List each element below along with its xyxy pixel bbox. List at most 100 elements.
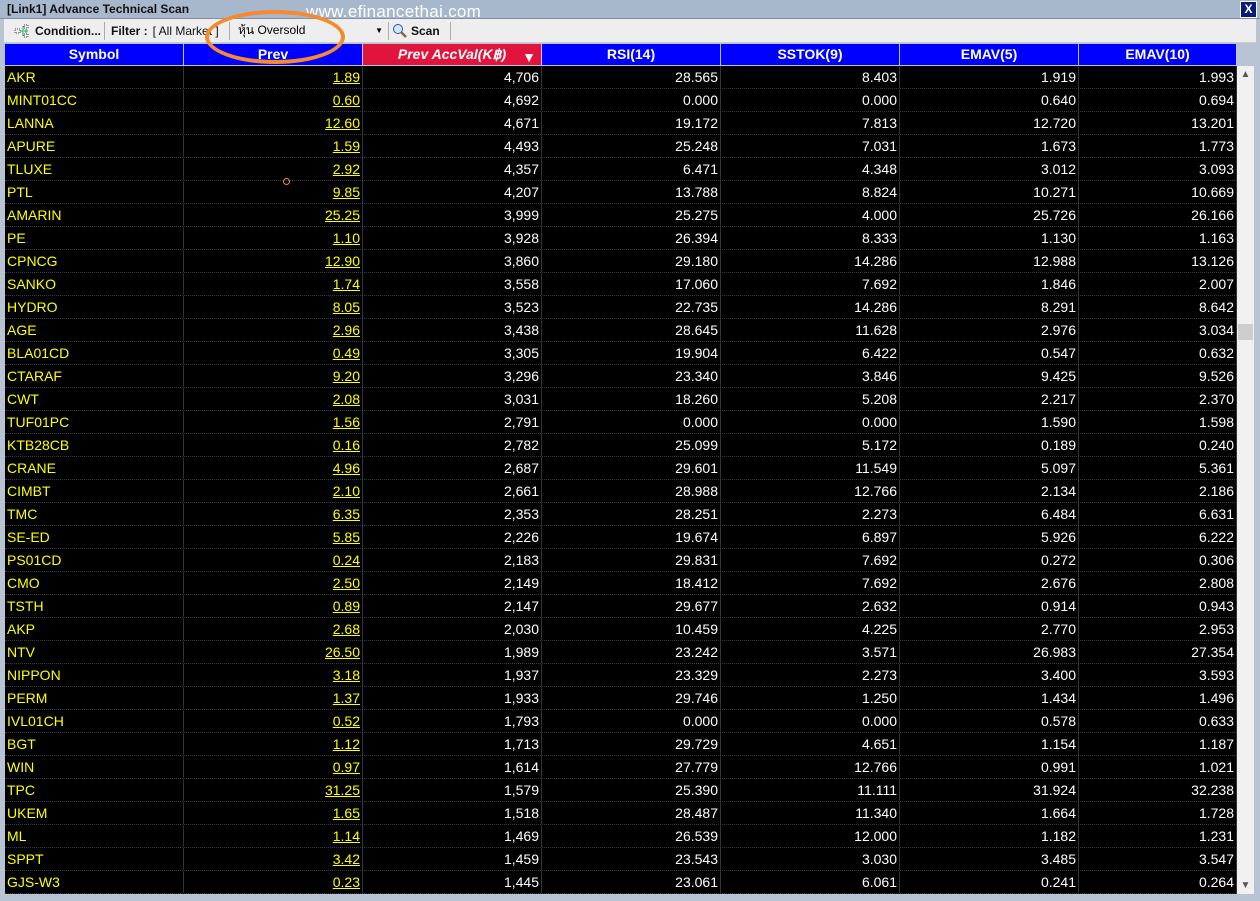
column-header-6[interactable]: EMAV(10) [1079, 44, 1237, 65]
table-row[interactable]: PE 1.10 3,928 26.394 8.333 1.130 1.163 [5, 227, 1237, 250]
prev-price-link[interactable]: 5.85 [332, 529, 360, 545]
column-header-0[interactable]: Symbol [5, 44, 184, 65]
prev-price-link[interactable]: 1.56 [332, 414, 360, 430]
prev-price-link[interactable]: 1.12 [332, 736, 360, 752]
table-row[interactable]: TPC 31.25 1,579 25.390 11.111 31.924 32.238 [5, 779, 1237, 802]
sstok-cell: 2.632 [721, 595, 900, 617]
prev-price-link[interactable]: 9.85 [332, 184, 360, 200]
prev-price-link[interactable]: 2.96 [332, 322, 360, 338]
symbol-cell: CRANE [5, 457, 184, 479]
prev-price-link[interactable]: 25.25 [324, 207, 360, 223]
column-header-2[interactable]: Prev AccVal(K฿) ▼ [363, 44, 542, 65]
prev-price-link[interactable]: 1.14 [332, 828, 360, 844]
prev-price-link[interactable]: 26.50 [324, 644, 360, 660]
table-row[interactable]: NTV 26.50 1,989 23.242 3.571 26.983 27.354 [5, 641, 1237, 664]
table-row[interactable]: ML 1.14 1,469 26.539 12.000 1.182 1.231 [5, 825, 1237, 848]
table-row[interactable]: LANNA 12.60 4,671 19.172 7.813 12.720 13.201 [5, 112, 1237, 135]
column-header-3[interactable]: RSI(14) [542, 44, 721, 65]
prev-price-link[interactable]: 12.60 [324, 115, 360, 131]
prev-price-link[interactable]: 4.96 [332, 460, 360, 476]
table-row[interactable]: PTL 9.85 4,207 13.788 8.824 10.271 10.669 [5, 181, 1237, 204]
table-row[interactable]: MINT01CC 0.60 4,692 0.000 0.000 0.640 0.694 [5, 89, 1237, 112]
vertical-scrollbar[interactable]: ▲ ▼ [1237, 66, 1254, 894]
prev-price-link[interactable]: 0.60 [332, 92, 360, 108]
table-row[interactable]: AMARIN 25.25 3,999 25.275 4.000 25.726 26.166 [5, 204, 1237, 227]
table-row[interactable]: TMC 6.35 2,353 28.251 2.273 6.484 6.631 [5, 503, 1237, 526]
prev-price-link[interactable]: 31.25 [324, 782, 360, 798]
prev-price-link[interactable]: 12.90 [324, 253, 360, 269]
scan-button[interactable]: Scan [392, 19, 440, 42]
prev-price-link[interactable]: 0.24 [332, 552, 360, 568]
prev-price-link[interactable]: 0.16 [332, 437, 360, 453]
table-row[interactable]: CIMBT 2.10 2,661 28.988 12.766 2.134 2.186 [5, 480, 1237, 503]
sstok-cell: 8.824 [721, 181, 900, 203]
table-row[interactable]: AKP 2.68 2,030 10.459 4.225 2.770 2.953 [5, 618, 1237, 641]
prev-price-link[interactable]: 2.68 [332, 621, 360, 637]
table-row[interactable]: NIPPON 3.18 1,937 23.329 2.273 3.400 3.593 [5, 664, 1237, 687]
table-row[interactable]: WIN 0.97 1,614 27.779 12.766 0.991 1.021 [5, 756, 1237, 779]
emav5-cell: 12.720 [900, 112, 1079, 134]
prev-price-link[interactable]: 2.08 [332, 391, 360, 407]
column-header-5[interactable]: EMAV(5) [900, 44, 1079, 65]
table-row[interactable]: IVL01CH 0.52 1,793 0.000 0.000 0.578 0.633 [5, 710, 1237, 733]
scroll-up-icon[interactable]: ▲ [1240, 69, 1251, 80]
prev-price-link[interactable]: 1.37 [332, 690, 360, 706]
prev-price-link[interactable]: 1.74 [332, 276, 360, 292]
table-row[interactable]: TUF01PC 1.56 2,791 0.000 0.000 1.590 1.598 [5, 411, 1237, 434]
table-row[interactable]: KTB28CB 0.16 2,782 25.099 5.172 0.189 0.240 [5, 434, 1237, 457]
rsi-cell: 23.543 [542, 848, 721, 870]
table-row[interactable]: AGE 2.96 3,438 28.645 11.628 2.976 3.034 [5, 319, 1237, 342]
table-row[interactable]: CRANE 4.96 2,687 29.601 11.549 5.097 5.361 [5, 457, 1237, 480]
prev-price-link[interactable]: 1.59 [332, 138, 360, 154]
emav5-cell: 2.217 [900, 388, 1079, 410]
prev-price-link[interactable]: 2.92 [332, 161, 360, 177]
table-row[interactable]: HYDRO 8.05 3,523 22.735 14.286 8.291 8.642 [5, 296, 1237, 319]
prev-price-link[interactable]: 2.50 [332, 575, 360, 591]
table-row[interactable]: UKEM 1.65 1,518 28.487 11.340 1.664 1.728 [5, 802, 1237, 825]
table-row[interactable]: TLUXE 2.92 4,357 6.471 4.348 3.012 3.093 [5, 158, 1237, 181]
table-row[interactable]: SE-ED 5.85 2,226 19.674 6.897 5.926 6.222 [5, 526, 1237, 549]
market-filter[interactable]: [ All Market ] [152, 23, 219, 38]
table-row[interactable]: AKR 1.89 4,706 28.565 8.403 1.919 1.993 [5, 66, 1237, 89]
scroll-down-icon[interactable]: ▼ [1240, 880, 1251, 891]
table-row[interactable]: SPPT 3.42 1,459 23.543 3.030 3.485 3.547 [5, 848, 1237, 871]
column-header-4[interactable]: SSTOK(9) [721, 44, 900, 65]
prev-price-link[interactable]: 1.89 [332, 69, 360, 85]
prev-price-link[interactable]: 9.20 [332, 368, 360, 384]
prev-price-link[interactable]: 3.18 [332, 667, 360, 683]
table-row[interactable]: PERM 1.37 1,933 29.746 1.250 1.434 1.496 [5, 687, 1237, 710]
sstok-cell: 4.225 [721, 618, 900, 640]
table-row[interactable]: TSTH 0.89 2,147 29.677 2.632 0.914 0.943 [5, 595, 1237, 618]
prev-price-link[interactable]: 0.97 [332, 759, 360, 775]
close-button[interactable]: X [1240, 1, 1257, 18]
symbol-cell: TMC [5, 503, 184, 525]
table-row[interactable]: SANKO 1.74 3,558 17.060 7.692 1.846 2.007 [5, 273, 1237, 296]
prev-price-link[interactable]: 6.35 [332, 506, 360, 522]
prev-price-link[interactable]: 0.49 [332, 345, 360, 361]
prev-price-link[interactable]: 8.05 [332, 299, 360, 315]
prev-price-link[interactable]: 1.65 [332, 805, 360, 821]
prev-price-link[interactable]: 0.23 [332, 874, 360, 890]
prev-price-link[interactable]: 0.89 [332, 598, 360, 614]
prev-price-link[interactable]: 3.42 [332, 851, 360, 867]
table-row[interactable]: CWT 2.08 3,031 18.260 5.208 2.217 2.370 [5, 388, 1237, 411]
prev-accval-cell: 3,296 [363, 365, 542, 387]
table-row[interactable]: CTARAF 9.20 3,296 23.340 3.846 9.425 9.526 [5, 365, 1237, 388]
table-row[interactable]: APURE 1.59 4,493 25.248 7.031 1.673 1.773 [5, 135, 1237, 158]
prev-accval-cell: 3,031 [363, 388, 542, 410]
scrollbar-thumb[interactable] [1238, 324, 1253, 340]
prev-price-link[interactable]: 1.10 [332, 230, 360, 246]
scan-type-dropdown[interactable]: หุ้น Oversold ▼ [232, 20, 387, 41]
prev-price-link[interactable]: 2.10 [332, 483, 360, 499]
condition-button[interactable]: Condition... [14, 19, 101, 42]
table-row[interactable]: CMO 2.50 2,149 18.412 7.692 2.676 2.808 [5, 572, 1237, 595]
table-row[interactable]: BGT 1.12 1,713 29.729 4.651 1.154 1.187 [5, 733, 1237, 756]
prev-price-link[interactable]: 0.52 [332, 713, 360, 729]
table-row[interactable]: PS01CD 0.24 2,183 29.831 7.692 0.272 0.306 [5, 549, 1237, 572]
table-row[interactable]: GJS-W3 0.23 1,445 23.061 6.061 0.241 0.264 [5, 871, 1237, 894]
prev-cell: 3.42 [184, 848, 363, 870]
table-row[interactable]: BLA01CD 0.49 3,305 19.904 6.422 0.547 0.632 [5, 342, 1237, 365]
column-header-1[interactable]: Prev [184, 44, 363, 65]
table-row[interactable]: CPNCG 12.90 3,860 29.180 14.286 12.988 13.126 [5, 250, 1237, 273]
emav5-cell: 5.097 [900, 457, 1079, 479]
